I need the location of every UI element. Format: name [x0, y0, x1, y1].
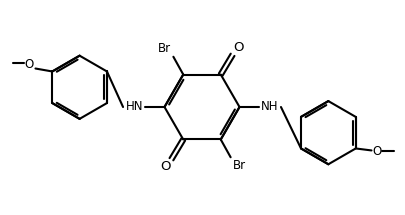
Text: O: O: [24, 58, 33, 71]
Text: NH: NH: [260, 100, 278, 112]
Text: O: O: [160, 160, 171, 173]
Text: O: O: [233, 41, 244, 54]
Text: HN: HN: [126, 100, 144, 112]
Text: O: O: [373, 145, 382, 158]
Text: Br: Br: [158, 42, 171, 55]
Text: Br: Br: [233, 159, 246, 172]
